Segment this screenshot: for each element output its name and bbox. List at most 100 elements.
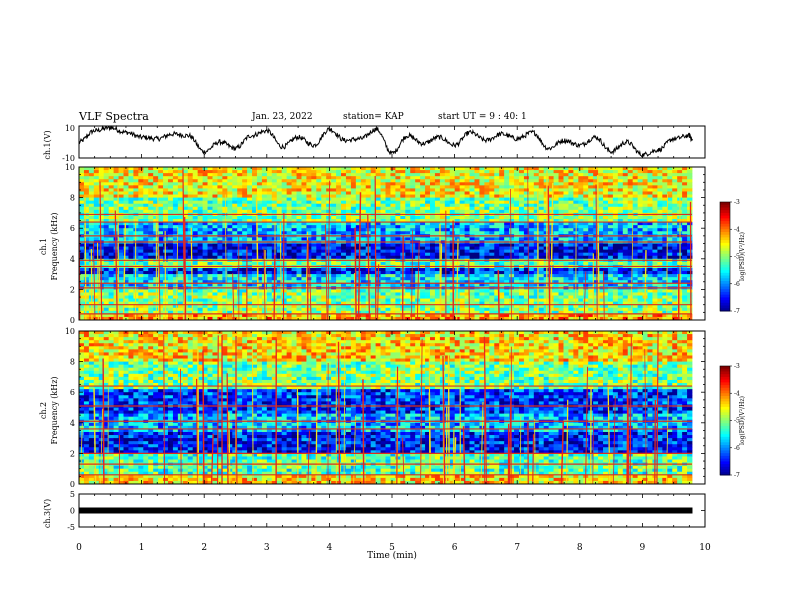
spectrogram-cell [93,246,100,251]
spectrogram-cell [306,246,312,251]
spectrogram-cell [553,206,559,211]
spectrogram-cell [568,228,574,232]
spectrogram-cell [345,246,352,251]
spectrogram-cell [499,173,505,177]
spectrogram-cell [192,200,199,205]
spectrogram-cell [509,185,515,189]
spectrogram-cell [341,219,347,223]
spectrogram-cell [98,203,105,208]
spectrogram-cell [232,170,238,174]
spectrogram-cell [301,249,307,254]
spectrogram-cell [425,194,431,198]
spectrogram-cell [360,222,367,226]
spectrogram-cell [93,188,100,192]
spectrogram-cell [573,200,579,205]
spectrogram-cell [177,185,184,189]
spectrogram-cell [637,176,643,180]
spectrogram-cell [548,173,554,177]
spectrogram-cell [187,203,194,208]
spectrogram-cell [603,209,609,214]
spectrogram-cell [687,185,693,189]
spectrogram-cell [647,209,653,214]
spectrogram-cell [237,215,243,220]
spectrogram-cell [153,170,159,174]
spectrogram-cell [118,246,124,251]
spectrogram-cell [533,249,540,254]
spectrogram-cell [439,283,446,287]
spectrogram-cell [390,215,396,220]
spectrogram-cell [143,243,149,247]
spectrogram-cell [167,225,174,229]
spectrogram-cell [187,277,194,281]
spectrogram-cell [316,280,322,284]
spectrogram-cell [523,277,530,281]
spectrogram-cell [98,246,105,251]
spectrogram-cell [459,243,465,247]
spectrogram-cell [514,255,520,260]
spectrogram-cell [538,277,545,281]
spectrogram-cell [469,170,475,174]
spectrogram-cell [355,197,362,202]
spectrogram-cell [217,173,223,177]
spectrogram-cell [434,200,441,205]
spectrogram-cell [350,231,357,235]
spectrogram-cell [143,252,149,257]
spectrogram-cell [148,271,154,275]
spectrogram-cell [252,191,258,195]
spectrogram-cell [444,228,451,232]
spectrogram-cell [291,200,297,205]
spectrogram-cell [672,252,678,257]
spectrogram-cell [217,203,223,208]
spectrogram-cell [479,249,485,254]
spectrogram-cell [167,188,174,192]
spectrogram-cell [222,206,228,211]
spectrogram-cell [617,243,624,247]
spectrogram-cell [444,203,451,208]
spectrogram-cell [148,185,154,189]
spectrogram-cell [93,255,100,260]
spectrogram-cell [484,246,490,251]
spectrogram-cell [108,167,114,171]
spectrogram-cell [271,182,278,186]
spectrogram-cell [523,255,530,260]
spectrogram-cell [138,228,144,232]
spectrogram-cell [672,280,678,284]
spectrogram-cell [98,228,105,232]
spectrogram-cell [459,252,465,257]
spectrogram-cell [370,194,377,198]
spectrogram-cell [118,176,124,180]
spectrogram-cell [306,277,312,281]
spectrogram-cell [345,200,352,205]
spectrogram-cell [380,206,386,211]
spectrogram-cell [469,182,475,186]
spectrogram-cell [494,219,500,223]
spectrogram-cell [578,191,584,195]
spectrogram-cell [464,246,470,251]
spectrogram-cell [484,228,490,232]
spectrogram-cell [128,206,134,211]
spectrogram-cell [311,271,317,275]
spectrogram-cell [662,167,668,171]
spectrogram-cell [108,277,114,281]
spectrogram-cell [657,231,663,235]
spectrogram-cell [163,179,169,183]
spectrogram-cell [118,231,124,235]
spectrogram-cell [489,203,495,208]
spectrogram-cell [291,194,297,198]
spectrogram-cell [207,185,213,189]
spectrogram-cell [444,194,451,198]
spectrogram-cell [687,255,693,260]
spectrogram-cell [345,228,352,232]
spectrogram-cell [311,179,317,183]
spectrogram-cell [390,222,396,226]
spectrogram-cell [217,191,223,195]
spectrogram-cell [410,237,416,241]
spectrogram-cell [454,176,461,180]
spectrogram-cell [444,191,451,195]
spectrogram-cell [657,249,663,254]
spectrogram-cell [172,267,179,272]
spectrogram-cell [518,261,525,266]
spectrogram-cell [182,228,189,232]
spectrogram-cell [281,267,288,272]
spectrogram-cell [281,170,288,174]
